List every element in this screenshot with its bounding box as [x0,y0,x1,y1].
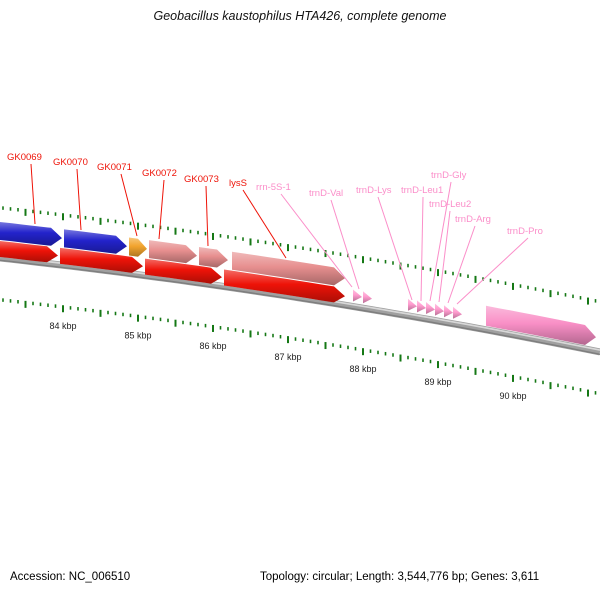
leader-line [30,163,36,225]
scale-label: 85 kbp [124,331,151,341]
backbone-shadow [0,259,600,355]
gene-label[interactable]: GK0070 [53,157,88,168]
gene-arrow-trnD-Val[interactable] [363,291,372,304]
scale-label: 88 kbp [349,364,376,374]
gene-arrow-GK0070[interactable] [64,229,127,254]
leader-line [76,168,82,231]
leader-line [330,199,360,290]
gene-arrow-lysS[interactable] [232,251,345,286]
accession-text: Accession: NC_006510 [10,571,131,583]
genome-backbone [0,254,600,356]
scale-label: 86 kbp [199,341,226,351]
gene-arrow-trnD-Arg[interactable] [444,305,453,318]
sequence-info-text: Topology: circular; Length: 3,544,776 bp… [260,571,540,583]
gene-label[interactable]: trnD-Leu1 [401,185,443,196]
gene-label[interactable]: trnD-Gly [431,170,467,181]
scale-label: 87 kbp [274,352,301,362]
leader-line [438,210,451,303]
scale-label: 84 kbp [49,321,76,331]
gene-arrow-GK0071[interactable] [129,237,147,257]
gene-label[interactable]: GK0073 [184,174,219,185]
gene-arrow-trnD-Leu2[interactable] [435,303,444,316]
gene-label[interactable]: GK0069 [7,152,42,163]
gene-label[interactable]: GK0072 [142,168,177,179]
gene-arrow-trnD-Lys[interactable] [408,298,417,311]
gene-arrow[interactable] [0,241,58,263]
gene-arrow-trnD-Leu1[interactable] [417,300,426,313]
leader-line [120,173,138,237]
gene-arrow[interactable] [486,305,596,345]
gene-arrow-trnD-Gly[interactable] [426,302,435,314]
page-title: Geobacillus kaustophilus HTA426, complet… [153,9,447,23]
gene-label[interactable]: trnD-Lys [356,185,392,196]
leader-line [205,185,209,247]
gene-label[interactable]: trnD-Val [309,188,343,199]
gene-label[interactable]: trnD-Leu2 [429,199,471,210]
gene-arrow[interactable] [60,247,143,273]
leader-line [280,193,353,288]
gene-label[interactable]: lysS [229,178,247,189]
gene-arrow[interactable] [145,258,222,284]
gene-arrow-rrn-5S-1[interactable] [353,289,362,302]
gene-label[interactable]: GK0071 [97,162,132,173]
leader-line [158,179,165,240]
gene-arrow-GK0069[interactable] [0,222,62,246]
leader-line [447,225,476,304]
leader-line [429,181,452,302]
gene-arrow-GK0072[interactable] [149,240,197,264]
leader-line [420,196,424,302]
gene-label[interactable]: trnD-Arg [455,214,491,225]
leader-line [456,237,529,305]
gene-arrow[interactable] [224,269,345,303]
gene-label[interactable]: rrn-5S-1 [256,182,291,193]
scale-label: 90 kbp [499,391,526,401]
status-bar: Accession: NC_006510 Topology: circular;… [0,571,600,587]
gene-arrow-GK0073[interactable] [199,247,228,268]
leader-line [377,196,413,301]
scale-label: 89 kbp [424,377,451,387]
gene-arrow-trnD-Pro[interactable] [453,306,462,319]
gene-label[interactable]: trnD-Pro [507,226,543,237]
leader-line [242,189,287,259]
